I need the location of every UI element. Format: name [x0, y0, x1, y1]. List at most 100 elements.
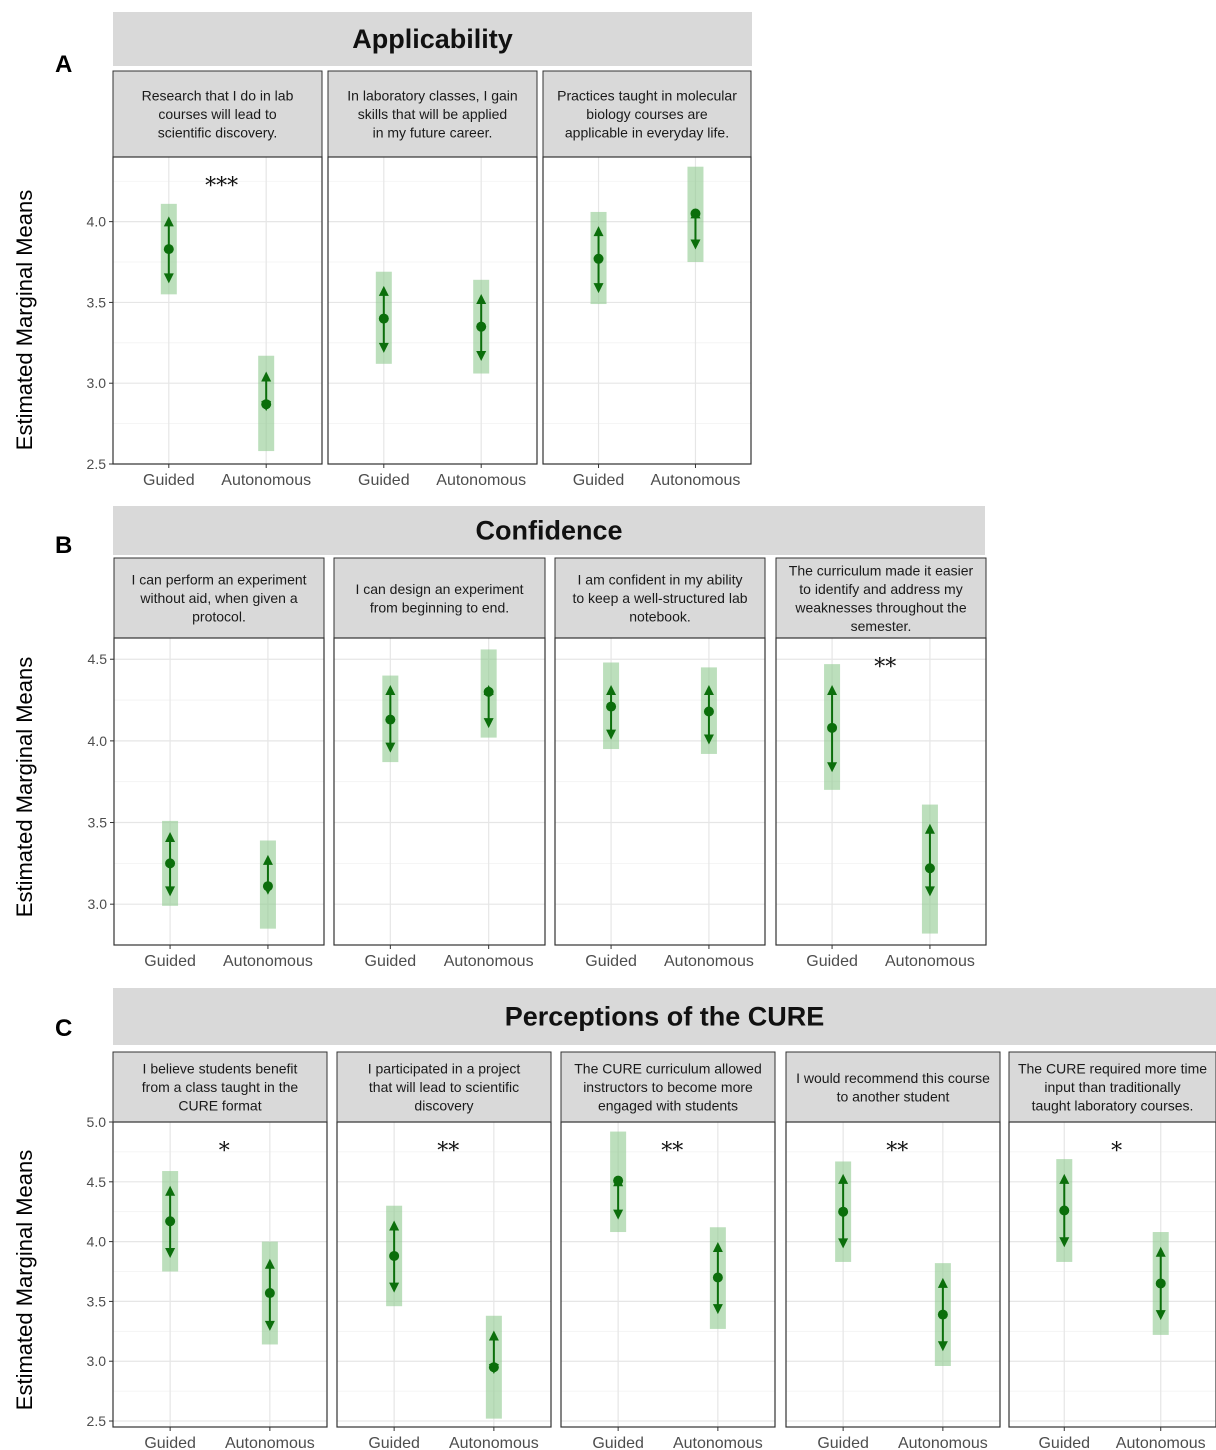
y-tick-label: 3.5 [88, 815, 108, 831]
arrow-head-down [264, 1320, 275, 1331]
facet-strip-label: The CURE required more time input than tr… [1018, 1061, 1207, 1114]
estimate-point [262, 881, 273, 892]
y-axis-label: Estimated Marginal Means [12, 657, 37, 917]
arrow-head-up [488, 1330, 499, 1341]
facet-strip-line: taught laboratory courses. [1032, 1098, 1194, 1114]
estimate-point [924, 863, 935, 874]
panel-letter: B [55, 532, 72, 559]
facet-strip-label: I would recommend this course to another … [796, 1070, 990, 1105]
y-tick-label: 3.5 [87, 294, 107, 310]
facet-plot-area [561, 1122, 775, 1427]
facet-strip-label: The curriculum made it easier to identify… [789, 562, 974, 634]
x-tick-label: Guided [1038, 1435, 1090, 1450]
arrow-head-up [838, 1173, 849, 1184]
facet-strip [542, 70, 752, 158]
facet-strip-line: notebook. [629, 609, 691, 625]
y-tick-label: 4.0 [87, 214, 107, 230]
significance-marker: *** [205, 174, 238, 199]
x-tick-label: Guided [806, 953, 858, 970]
significance-marker: ** [661, 1139, 683, 1164]
facet-strip-line: in my future career. [373, 125, 493, 141]
y-tick-label: 3.0 [87, 1353, 107, 1369]
arrow-head-down [838, 1238, 849, 1249]
significance-marker: * [1111, 1139, 1122, 1164]
facet-strip-label: I can design an experiment from beginning… [355, 581, 523, 616]
y-axis-label: Estimated Marginal Means [12, 190, 37, 450]
facet-strip [112, 1051, 328, 1123]
arrow-head-down [924, 886, 935, 897]
estimate-point [163, 244, 174, 255]
arrow-head-up [378, 285, 389, 296]
arrow-head-down [476, 350, 487, 361]
y-tick-label: 3.0 [88, 896, 108, 912]
significance-marker: * [219, 1139, 230, 1164]
x-tick-label: Guided [592, 1435, 644, 1450]
facet-strip [775, 557, 987, 639]
arrow-head-down [163, 273, 174, 284]
arrow-head-up [606, 684, 617, 695]
facet-strip-line: The curriculum made it easier [789, 562, 974, 578]
arrow-head-up [712, 1242, 723, 1252]
estimate-point [385, 714, 396, 725]
arrow-head-up [165, 831, 176, 842]
facet-border [775, 637, 987, 946]
arrow-head-down [703, 734, 714, 745]
estimate-point [690, 208, 701, 219]
y-tick-label: 2.5 [87, 1413, 107, 1429]
facet-border [542, 156, 752, 465]
arrow-head-down [165, 886, 176, 897]
facet-strip-line: applicable in everyday life. [565, 125, 729, 141]
x-tick-label: Autonomous [225, 1435, 315, 1450]
x-tick-label: Guided [144, 953, 196, 970]
estimate-point [488, 1362, 499, 1373]
facet-strip-line: The CURE curriculum allowed [574, 1061, 762, 1077]
facet-border [785, 1121, 1001, 1428]
arrow-head-up [593, 226, 604, 237]
arrow-head-down [593, 283, 604, 294]
arrow-head-down [385, 742, 396, 753]
facet-strip-label: Research that I do in lab courses will le… [142, 88, 294, 141]
estimate-point [937, 1309, 948, 1320]
arrow-head-down [483, 718, 494, 729]
facet-border [112, 1121, 328, 1428]
facet-plot-area [334, 638, 545, 945]
estimate-point [838, 1206, 849, 1217]
x-tick-label: Guided [143, 472, 195, 489]
arrow-head-down [165, 1247, 176, 1258]
x-tick-label: Autonomous [1116, 1435, 1206, 1450]
facet-strip-line: skills that will be applied [358, 106, 507, 122]
arrow-head-up [385, 684, 396, 695]
facet-strip-line: instructors to become more [583, 1079, 753, 1095]
facet-plot-area [113, 157, 322, 464]
estimate-point [165, 1216, 176, 1227]
y-tick-label: 3.5 [87, 1293, 107, 1309]
estimate-point [378, 313, 389, 324]
facet-strip-line: I am confident in my ability [578, 572, 743, 588]
facet-plot-area [555, 638, 765, 945]
x-tick-label: Guided [368, 1435, 420, 1450]
facet-strip-line: to another student [837, 1088, 950, 1104]
y-axis-label: Estimated Marginal Means [12, 1150, 37, 1410]
y-tick-label: 3.0 [87, 375, 107, 391]
facet-strip-label: I can perform an experiment without aid, … [131, 572, 306, 625]
arrow-head-up [262, 854, 273, 865]
facet-strip-line: In laboratory classes, I gain [347, 88, 517, 104]
estimate-point [827, 722, 838, 733]
panel-title-band [113, 988, 1216, 1045]
y-tick-label: 4.5 [88, 651, 108, 667]
facet-strip-line: The CURE required more time [1018, 1061, 1207, 1077]
facet-border [336, 1121, 552, 1428]
facet-strip-line: CURE format [178, 1098, 261, 1114]
y-tick-label: 4.5 [87, 1174, 107, 1190]
x-tick-label: Autonomous [444, 953, 534, 970]
facet-strip-line: protocol. [192, 609, 246, 625]
arrow-head-down [690, 239, 701, 250]
arrow-head-down [937, 1341, 948, 1352]
significance-marker: ** [437, 1139, 459, 1164]
facet-strip-line: weaknesses throughout the [794, 599, 966, 615]
arrow-head-up [165, 1185, 176, 1196]
facet-strip-line: input than traditionally [1044, 1079, 1180, 1095]
facet-border [554, 637, 766, 946]
facet-plot-area [786, 1122, 1000, 1427]
